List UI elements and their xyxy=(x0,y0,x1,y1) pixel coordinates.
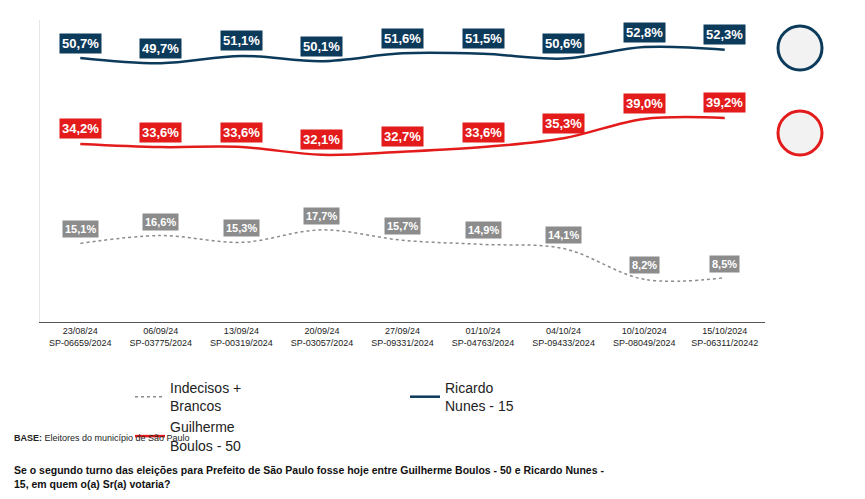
svg-text:50,6%: 50,6% xyxy=(545,36,582,51)
svg-text:06/09/24SP-03775/2024: 06/09/24SP-03775/2024 xyxy=(130,326,193,348)
svg-text:34,2%: 34,2% xyxy=(62,121,99,136)
svg-text:33,6%: 33,6% xyxy=(142,125,179,140)
svg-text:50,7%: 50,7% xyxy=(62,36,99,51)
svg-text:15,7%: 15,7% xyxy=(387,220,418,232)
svg-text:50,1%: 50,1% xyxy=(303,39,340,54)
svg-text:35,3%: 35,3% xyxy=(545,116,582,131)
svg-text:15,3%: 15,3% xyxy=(226,222,257,234)
svg-text:8,2%: 8,2% xyxy=(632,259,657,271)
svg-text:49,7%: 49,7% xyxy=(142,41,179,56)
svg-text:39,2%: 39,2% xyxy=(706,95,743,110)
svg-text:BASE: Eleitores do município d: BASE: Eleitores do município de São Paul… xyxy=(14,433,190,443)
svg-text:Se o segundo turno das eleiçõe: Se o segundo turno das eleições para Pre… xyxy=(14,464,604,490)
svg-text:04/10/24SP-09433/2024: 04/10/24SP-09433/2024 xyxy=(532,326,595,348)
svg-text:15/10/2024SP-06311/20242: 15/10/2024SP-06311/20242 xyxy=(691,326,758,348)
svg-text:Indecisos +Brancos: Indecisos +Brancos xyxy=(170,380,241,414)
svg-text:51,5%: 51,5% xyxy=(465,31,502,46)
svg-text:52,3%: 52,3% xyxy=(706,27,743,42)
svg-text:17,7%: 17,7% xyxy=(306,210,337,222)
svg-text:51,6%: 51,6% xyxy=(384,31,421,46)
svg-text:10/10/2024SP-08049/2024: 10/10/2024SP-08049/2024 xyxy=(613,326,676,348)
svg-text:23/08/24SP-06659/2024: 23/08/24SP-06659/2024 xyxy=(49,326,112,348)
svg-text:33,6%: 33,6% xyxy=(465,125,502,140)
svg-text:33,6%: 33,6% xyxy=(223,125,260,140)
svg-text:32,7%: 32,7% xyxy=(384,129,421,144)
svg-text:32,1%: 32,1% xyxy=(303,132,340,147)
svg-text:13/09/24SP-00319/2024: 13/09/24SP-00319/2024 xyxy=(210,326,273,348)
svg-text:39,0%: 39,0% xyxy=(626,96,663,111)
svg-text:14,1%: 14,1% xyxy=(548,229,579,241)
svg-text:GuilhermeBoulos - 50: GuilhermeBoulos - 50 xyxy=(170,419,241,453)
svg-text:51,1%: 51,1% xyxy=(223,33,260,48)
svg-text:27/09/24SP-09331/2024: 27/09/24SP-09331/2024 xyxy=(371,326,434,348)
svg-text:RicardoNunes - 15: RicardoNunes - 15 xyxy=(445,380,514,414)
svg-text:01/10/24SP-04763/2024: 01/10/24SP-04763/2024 xyxy=(452,326,515,348)
svg-text:8,5%: 8,5% xyxy=(712,258,737,270)
svg-text:20/09/24SP-03057/2024: 20/09/24SP-03057/2024 xyxy=(291,326,354,348)
svg-text:15,1%: 15,1% xyxy=(65,223,96,235)
svg-text:16,6%: 16,6% xyxy=(145,216,176,228)
svg-text:14,9%: 14,9% xyxy=(468,224,499,236)
svg-text:52,8%: 52,8% xyxy=(626,25,663,40)
